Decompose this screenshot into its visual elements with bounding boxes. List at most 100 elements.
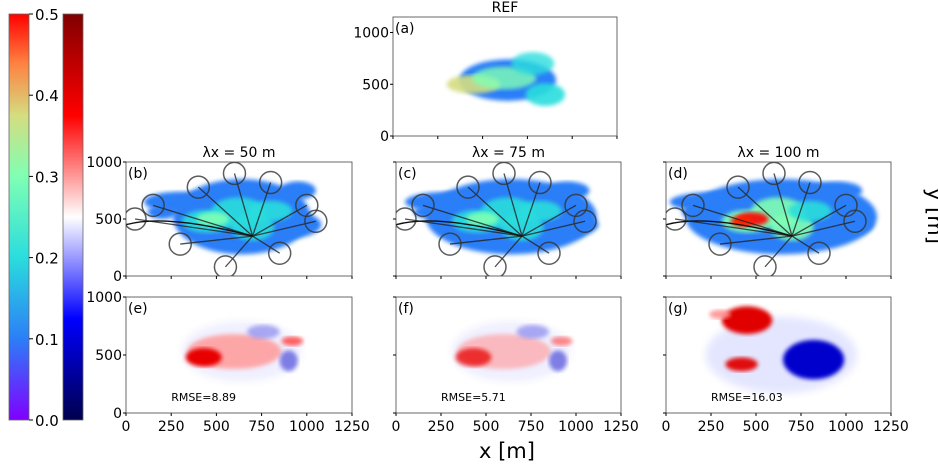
heatmap-cell [247,324,280,339]
y-axis-label: y [m] [923,188,938,244]
trajectory-loop [456,175,480,199]
trajectory-loop [564,193,588,218]
trajectory-line [396,220,523,237]
trajectory-loop [304,209,328,234]
colorbar-seismic [62,13,84,421]
y-tick-label: 1000 [86,155,122,171]
colorbar-rainbow [8,13,30,421]
heatmap-cell [525,83,566,106]
panel-label: (g) [668,301,688,317]
trajectory-loop [573,209,597,234]
heatmap-cell [709,309,731,320]
heatmap [446,52,566,106]
x-tick-label: 750 [248,419,275,435]
x-tick-label: 250 [428,419,455,435]
trajectory-line [152,204,253,237]
x-tick-label: 500 [743,419,770,435]
panel-d: (d) λx = 100 m [663,145,892,279]
trajectory-loop [267,241,292,265]
panel-a: (a) REF 0 500 1000 [353,0,618,145]
y-tick-label: 0 [113,406,122,422]
trajectory-line [719,235,793,245]
x-tick-label: 1000 [558,419,594,435]
trajectory-line [666,220,793,237]
heatmap-cell [549,350,567,372]
heatmap-cell [455,348,492,367]
trajectory-line [791,182,811,237]
trajectory-line [521,235,550,254]
trajectory-loop [528,170,552,195]
panel-title: λx = 50 m [202,145,275,161]
colorbar-tick-label: 0.4 [35,87,59,105]
heatmap-cell [788,200,832,222]
heatmap-cell [511,52,555,75]
trajectory-loop [807,241,831,265]
heatmap [451,321,573,382]
y-tick-label: 500 [95,348,122,364]
panel-g: RMSE=16.03 (g) 0 250 500 750 1000 1250 [662,296,909,435]
trajectory-loop [726,175,750,199]
panel-c: (c) λx = 75 m [393,145,622,279]
trajectory-loop [141,193,165,218]
trajectory-line [180,235,253,245]
trajectory-line [224,235,254,268]
heatmap-cell [516,324,549,339]
heatmap-cell [279,181,316,200]
panel-title: REF [492,0,519,16]
heatmap-cell [550,336,573,346]
panel-label: (f) [398,301,414,317]
y-tick-label: 1000 [86,290,122,306]
trajectory-line [764,235,793,268]
trajectory-loop [396,207,417,231]
trajectory-loop [186,175,211,199]
heatmap-cell [721,306,773,335]
x-tick-label: 0 [662,419,671,435]
x-tick-label: 500 [203,419,230,435]
x-tick-label: 1250 [334,419,370,435]
trajectory-loop [798,170,822,195]
colorbar-tick-label: 0.0 [35,412,59,430]
x-tick-label: 750 [788,419,815,435]
x-tick-label: 1000 [289,419,325,435]
x-tick-label: 250 [698,419,725,435]
trajectory-loop [708,232,732,256]
trajectory-loop [438,232,462,256]
panel-b: (b) λx = 50 m 0 500 1000 [86,145,353,285]
panel-title: λx = 100 m [737,145,819,161]
trajectory-line [134,218,253,237]
trajectory-loop [753,255,777,276]
trajectory-loop [411,193,435,218]
trajectory-line [252,235,281,254]
panel-label: (d) [668,166,688,182]
axes-frame [392,16,618,137]
x-tick-label: 1250 [603,419,639,435]
heatmap-cell [725,357,758,372]
heatmap [126,162,328,276]
heatmap [666,162,877,276]
colorbar-tick-label: 0.2 [35,250,59,268]
heatmap-cell [248,200,293,222]
panel-title: λx = 75 m [472,145,545,161]
rmse-label: RMSE=5.71 [441,391,506,404]
heatmap-cell [281,336,304,346]
x-axis-label: x [m] [479,439,535,463]
trajectory-loop [483,255,507,276]
x-tick-label: 1000 [828,419,864,435]
x-tick-label: 250 [158,419,185,435]
trajectory-line [467,186,523,237]
trajectory-line [404,218,523,237]
rmse-label: RMSE=16.03 [711,391,783,404]
heatmap-cell [783,339,845,380]
heatmap-cell [279,350,298,372]
heatmap [705,306,857,394]
trajectory-line [494,235,523,268]
y-tick-label: 0 [113,269,122,285]
panel-label: (a) [395,21,415,37]
trajectory-line [674,218,793,237]
trajectory-line [422,204,523,237]
trajectory-line [791,235,820,254]
y-tick-label: 500 [362,77,389,93]
x-tick-label: 1250 [873,419,909,435]
heatmap [182,321,304,382]
colorbar-tick-label: 0.1 [35,331,59,349]
